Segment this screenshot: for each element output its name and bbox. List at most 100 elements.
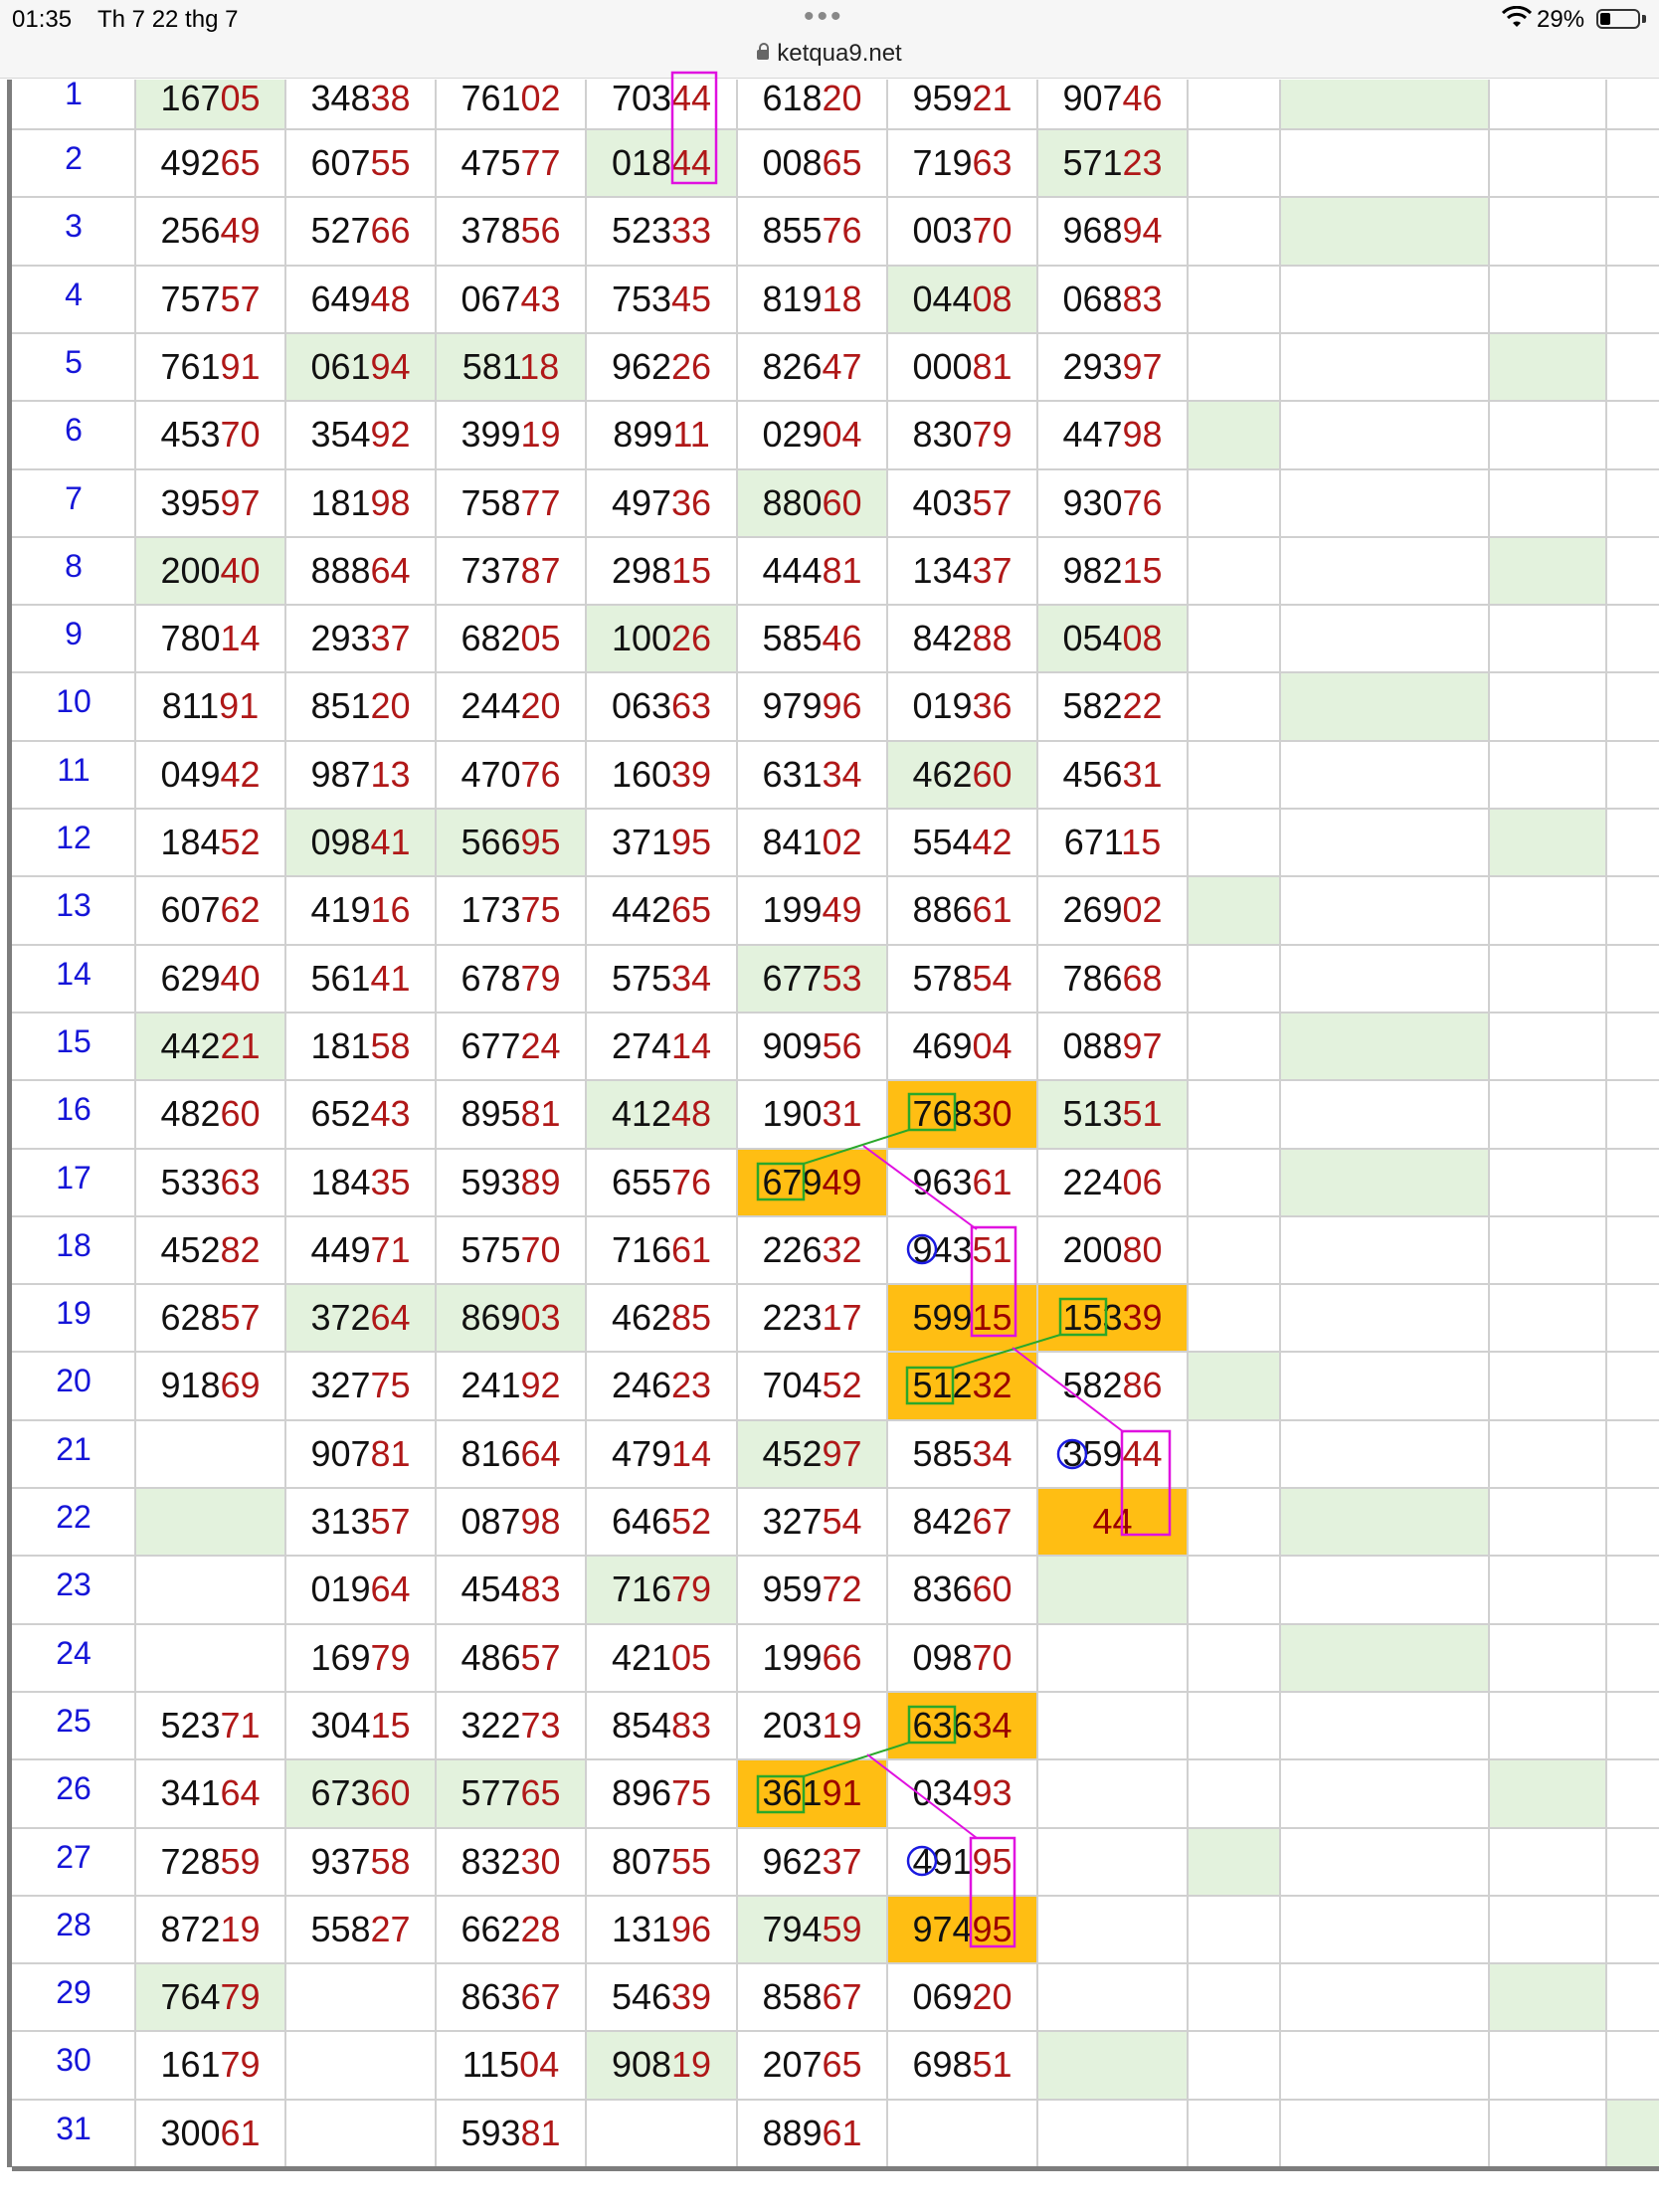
number-tail: 94 — [1122, 210, 1163, 252]
number-tail: 16 — [370, 889, 411, 931]
row-number: 13 — [56, 887, 92, 924]
number-head: 044 — [912, 277, 973, 319]
grid-line — [12, 1418, 1659, 1421]
result-cell — [1606, 1284, 1659, 1352]
result-cell — [1489, 401, 1606, 468]
number-head: 497 — [611, 481, 672, 523]
number-tail: 40 — [220, 957, 261, 999]
number-tail: 49 — [822, 1161, 862, 1202]
number-head: 896 — [611, 1772, 672, 1814]
result-cell: 86367 — [436, 1963, 586, 2031]
result-cell — [1489, 266, 1606, 333]
result-cell: 44481 — [737, 537, 887, 605]
result-cell — [1280, 537, 1489, 605]
number-head: 599 — [912, 1297, 973, 1339]
result-cell — [1489, 741, 1606, 809]
result-cell — [1606, 197, 1659, 265]
number-tail: 60 — [972, 1568, 1013, 1610]
number-head: 631 — [762, 753, 823, 795]
result-cell: 61820 — [737, 80, 887, 129]
grid-line — [12, 1962, 1659, 1965]
number-head: 757 — [160, 277, 221, 319]
result-cell: 06194 — [285, 332, 436, 402]
result-cell — [1188, 1624, 1280, 1692]
result-cell: 06920 — [887, 1963, 1037, 2031]
result-cell — [1606, 1149, 1659, 1216]
number-tail: 23 — [1122, 142, 1163, 183]
result-cell — [1280, 1556, 1489, 1623]
number-tail: 64 — [370, 1568, 411, 1610]
number-head: 618 — [762, 78, 823, 118]
result-cell: 89911 — [586, 401, 737, 468]
row-number: 5 — [65, 343, 83, 380]
result-cell — [1188, 1420, 1280, 1488]
number-tail: 80 — [1122, 1228, 1163, 1270]
number-tail: 51 — [972, 2044, 1013, 2086]
number-head: 698 — [912, 2044, 973, 2086]
number-head: 246 — [611, 1365, 672, 1406]
number-head: 100 — [611, 618, 672, 659]
address-bar[interactable]: ketqua9.net — [0, 40, 1659, 68]
number-tail: 15 — [972, 1297, 1013, 1339]
result-cell: 51232 — [887, 1352, 1037, 1420]
number-tail: 95 — [972, 1908, 1013, 1949]
result-cell — [1280, 1692, 1489, 1759]
result-cell: 90819 — [586, 2031, 737, 2100]
result-cell: 52333 — [586, 197, 737, 265]
result-cell: 00370 — [887, 197, 1037, 265]
result-cell: 15339 — [1037, 1284, 1188, 1353]
number-tail: 64 — [370, 549, 411, 591]
number-tail: 97 — [1122, 345, 1163, 387]
number-head: 575 — [611, 957, 672, 999]
number-head: 753 — [611, 277, 672, 319]
battery-icon — [1596, 9, 1640, 29]
number-head: 577 — [461, 1772, 521, 1814]
result-cell — [1280, 129, 1489, 197]
result-cell — [1188, 2031, 1280, 2099]
grid-line — [12, 671, 1659, 674]
result-cell: 52371 — [135, 1692, 285, 1759]
result-cell — [1037, 1759, 1188, 1827]
grid-line — [12, 128, 1659, 130]
result-cell: 36191 — [737, 1759, 887, 1828]
result-cell: 57123 — [1037, 129, 1188, 198]
result-cell: 93758 — [285, 1828, 436, 1896]
number-tail: 49 — [220, 210, 261, 252]
result-cell — [1280, 1828, 1489, 1896]
number-tail: 39 — [671, 1976, 712, 2018]
number-tail: 94 — [370, 345, 411, 387]
number-head: 662 — [461, 1908, 521, 1949]
status-bar: 01:35 Th 7 22 thg 7 ••• ketqua9.net 29% — [0, 0, 1659, 79]
result-cell: 32775 — [285, 1352, 436, 1419]
number-tail: 98 — [520, 1501, 561, 1542]
lock-icon — [757, 43, 770, 60]
result-cell: 37264 — [285, 1284, 436, 1353]
result-cell: 67949 — [737, 1148, 887, 1216]
result-cell: 86903 — [436, 1284, 586, 1353]
number-head: 003 — [912, 210, 973, 252]
number-head: 293 — [310, 618, 371, 659]
number-tail: 02 — [1122, 889, 1163, 931]
number-tail: 44 — [671, 78, 712, 118]
number-head: 855 — [762, 210, 823, 252]
number-tail: 79 — [220, 2044, 261, 2086]
number-head: 786 — [1062, 957, 1123, 999]
result-cell — [1188, 945, 1280, 1013]
number-head: 558 — [310, 1908, 371, 1949]
grid-line — [12, 400, 1659, 403]
number-head: 816 — [461, 1432, 521, 1474]
result-cell — [1489, 536, 1606, 606]
result-cell: 98713 — [285, 741, 436, 809]
more-options-icon[interactable]: ••• — [804, 0, 844, 33]
number-tail: 63 — [972, 142, 1013, 183]
result-cell — [1280, 809, 1489, 876]
result-cell: 67879 — [436, 945, 586, 1013]
result-cell: 45282 — [135, 1216, 285, 1284]
result-cell: 37856 — [436, 197, 586, 265]
number-tail: 47 — [822, 345, 862, 387]
result-cell: 72859 — [135, 1828, 285, 1896]
number-head: 943 — [912, 1228, 973, 1270]
number-head: 304 — [310, 1704, 371, 1746]
number-head: 607 — [310, 142, 371, 183]
number-head: 403 — [912, 481, 973, 523]
